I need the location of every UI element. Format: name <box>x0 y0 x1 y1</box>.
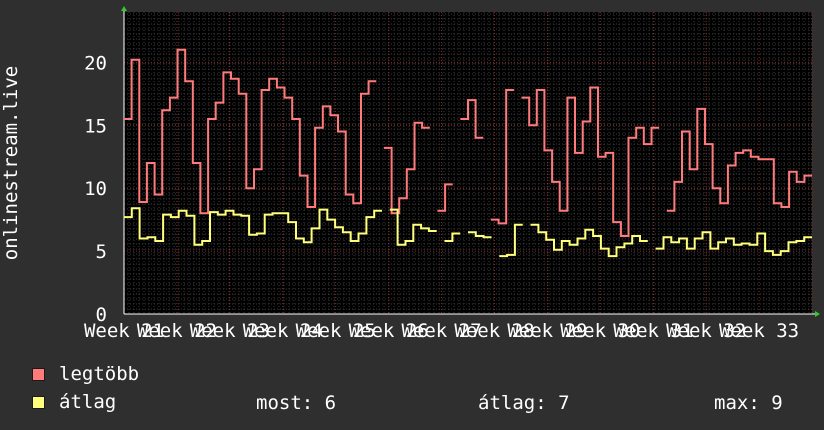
x-tick-label: Week 27 <box>401 320 481 342</box>
x-tick-label: Week 30 <box>560 320 640 342</box>
stat-average: átlag: 7 <box>478 392 570 414</box>
x-tick-label: Week 28 <box>454 320 534 342</box>
stat-now: most: 6 <box>256 392 337 414</box>
x-tick-label: Week 33 <box>719 320 799 342</box>
x-tick-label: Week 22 <box>137 320 217 342</box>
x-tick-label: Week 31 <box>613 320 693 342</box>
legend-swatch-max <box>32 367 45 381</box>
legend-label-avg: átlag <box>59 391 117 413</box>
y-axis-arrow <box>121 6 127 11</box>
y-tick-label: 10 <box>84 178 107 200</box>
x-tick-label: Week 23 <box>190 320 270 342</box>
series-line-max <box>124 48 812 237</box>
legend-swatch-avg <box>32 395 45 409</box>
x-tick-label: Week 24 <box>243 320 323 342</box>
stat-max: max: 9 <box>714 392 783 414</box>
x-tick-label: Week 21 <box>84 320 164 342</box>
y-tick-label: 15 <box>84 115 107 137</box>
legend-item-avg: átlag <box>32 391 117 413</box>
y-tick-label: 20 <box>84 52 107 74</box>
x-axis-arrow <box>815 311 820 317</box>
y-tick-label: 5 <box>96 241 107 263</box>
x-tick-label: Week 25 <box>296 320 376 342</box>
series-line-avg <box>124 207 812 258</box>
x-tick-label: Week 26 <box>349 320 429 342</box>
legend-label-max: legtöbb <box>59 363 140 385</box>
x-tick-label: Week 29 <box>507 320 587 342</box>
legend-item-max: legtöbb <box>32 363 140 385</box>
y-tick-label: 0 <box>96 304 107 326</box>
x-tick-label: Week 32 <box>666 320 746 342</box>
y-axis-title: onlinestream.live <box>0 66 22 260</box>
